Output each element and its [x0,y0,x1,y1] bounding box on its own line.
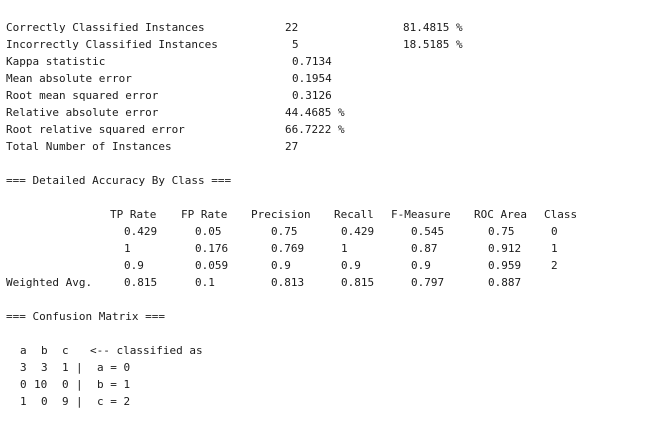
section-title-text: === Confusion Matrix === [6,310,165,323]
summary-row: Total Number of Instances 27 [0,138,659,155]
roc-area-cell: 0.75 [488,225,515,238]
fp-rate-cell: 0.05 [195,225,222,238]
section-title: === Detailed Accuracy By Class === [0,172,659,189]
metric-label: Root mean squared error [6,89,159,102]
metric-label: Root relative squared error [6,123,185,136]
f-measure-cell: 0.545 [411,225,445,238]
roc-area-cell: 0.887 [488,276,522,289]
metric-label: Correctly Classified Instances [6,21,205,34]
row-label: Weighted Avg. [6,276,93,289]
recall-cell: 0.429 [341,225,375,238]
matrix-separator: | [76,378,83,391]
metric-value: 5 [292,38,299,51]
metric-value: 44.4685 % [285,106,345,119]
confusion-row: 0 10 0 | b = 1 [0,376,659,393]
metric-value: 0.3126 [292,89,332,102]
accuracy-row: 0.9 0.059 0.9 0.9 0.9 0.959 2 [0,257,659,274]
matrix-cell: 3 [41,361,48,374]
column-header: ROC Area [474,208,527,221]
column-header: TP Rate [110,208,157,221]
summary-row: Relative absolute error 44.4685 % [0,104,659,121]
metric-label: Relative absolute error [6,106,159,119]
section-title-text: === Detailed Accuracy By Class === [6,174,232,187]
matrix-cell: 9 [62,395,69,408]
column-header: Recall [334,208,374,221]
summary-row: Incorrectly Classified Instances 5 18.51… [0,36,659,53]
confusion-row: 3 3 1 | a = 0 [0,359,659,376]
roc-area-cell: 0.912 [488,242,522,255]
section-title: === Confusion Matrix === [0,308,659,325]
metric-value: 0.1954 [292,72,332,85]
column-header: Class [544,208,578,221]
summary-row: Mean absolute error 0.1954 [0,70,659,87]
matrix-row-label: c = 2 [97,395,131,408]
metric-label: Incorrectly Classified Instances [6,38,218,51]
accuracy-header-row: TP Rate FP Rate Precision Recall F-Measu… [0,206,659,223]
summary-row: Root mean squared error 0.3126 [0,87,659,104]
precision-cell: 0.75 [271,225,298,238]
fp-rate-cell: 0.059 [195,259,229,272]
matrix-cell: 1 [20,395,27,408]
column-header: FP Rate [181,208,228,221]
matrix-column-label: c [62,344,69,357]
matrix-separator: | [76,361,83,374]
summary-row: Correctly Classified Instances 22 81.481… [0,19,659,36]
precision-cell: 0.769 [271,242,305,255]
metric-label: Kappa statistic [6,55,106,68]
column-header: F-Measure [391,208,451,221]
matrix-cell: 3 [20,361,27,374]
confusion-header-row: a b c <-- classified as [0,342,659,359]
matrix-row-label: b = 1 [97,378,131,391]
matrix-column-label: b [41,344,48,357]
accuracy-row: 0.429 0.05 0.75 0.429 0.545 0.75 0 [0,223,659,240]
class-cell: 2 [551,259,558,272]
matrix-cell: 10 [34,378,48,391]
matrix-separator: | [76,395,83,408]
tp-rate-cell: 0.815 [124,276,158,289]
f-measure-cell: 0.87 [411,242,438,255]
precision-cell: 0.813 [271,276,305,289]
metric-label: Total Number of Instances [6,140,172,153]
class-cell: 1 [551,242,558,255]
matrix-column-label: a [20,344,27,357]
matrix-row-label: a = 0 [97,361,131,374]
matrix-cell: 0 [62,378,69,391]
confusion-row: 1 0 9 | c = 2 [0,393,659,410]
recall-cell: 0.9 [341,259,361,272]
matrix-cell: 0 [41,395,48,408]
metric-value: 27 [285,140,299,153]
matrix-cell: 1 [62,361,69,374]
metric-value: 66.7222 % [285,123,345,136]
f-measure-cell: 0.797 [411,276,445,289]
matrix-caption: <-- classified as [90,344,203,357]
metric-label: Mean absolute error [6,72,132,85]
tp-rate-cell: 0.429 [124,225,158,238]
summary-row: Root relative squared error 66.7222 % [0,121,659,138]
metric-value: 0.7134 [292,55,332,68]
metric-percent: 81.4815 % [403,21,463,34]
f-measure-cell: 0.9 [411,259,431,272]
roc-area-cell: 0.959 [488,259,522,272]
summary-row: Kappa statistic 0.7134 [0,53,659,70]
class-cell: 0 [551,225,558,238]
recall-cell: 0.815 [341,276,375,289]
matrix-cell: 0 [20,378,27,391]
tp-rate-cell: 1 [124,242,131,255]
tp-rate-cell: 0.9 [124,259,144,272]
recall-cell: 1 [341,242,348,255]
fp-rate-cell: 0.1 [195,276,215,289]
metric-percent: 18.5185 % [403,38,463,51]
fp-rate-cell: 0.176 [195,242,229,255]
accuracy-row: 1 0.176 0.769 1 0.87 0.912 1 [0,240,659,257]
precision-cell: 0.9 [271,259,291,272]
metric-value: 22 [285,21,299,34]
weighted-avg-row: Weighted Avg. 0.815 0.1 0.813 0.815 0.79… [0,274,659,291]
column-header: Precision [251,208,311,221]
